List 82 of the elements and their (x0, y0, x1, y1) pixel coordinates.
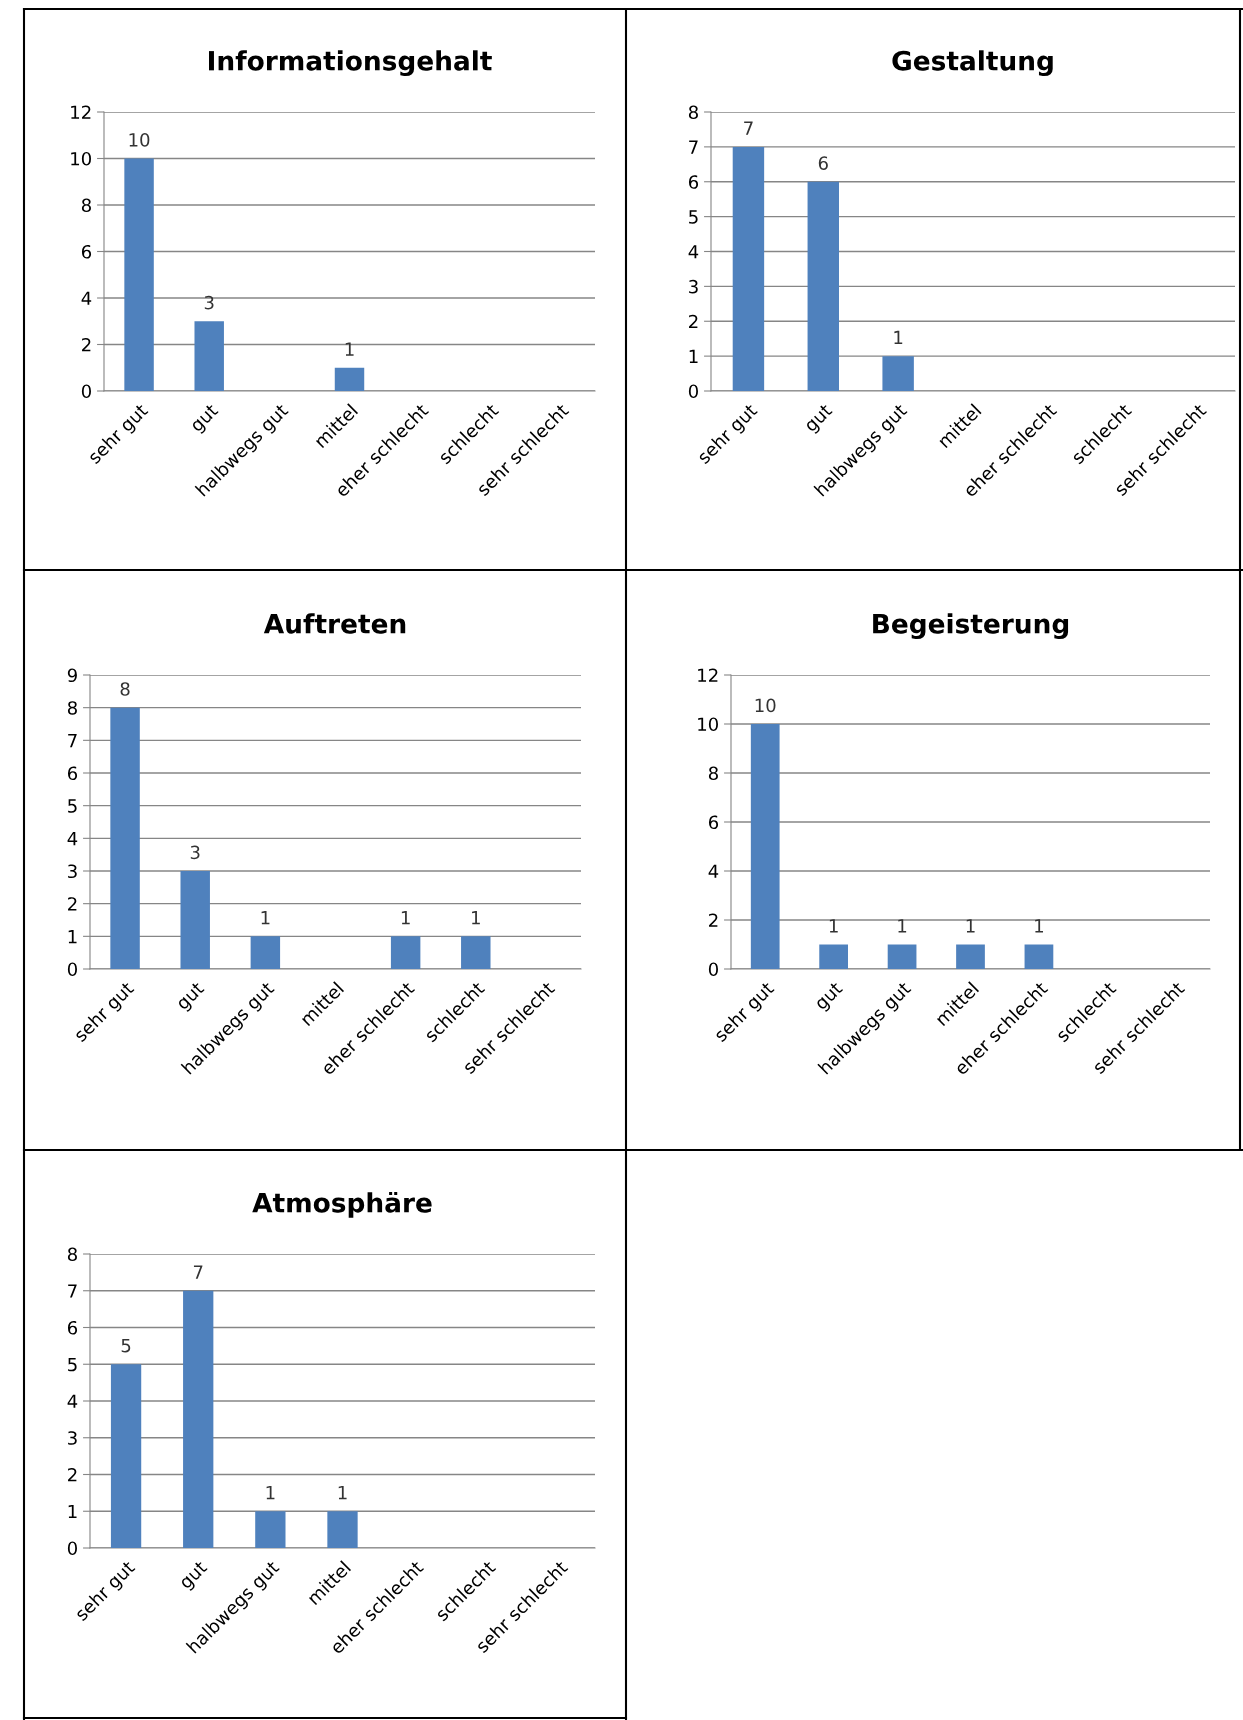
y-tick-label: 3 (68, 1431, 77, 1445)
chart-title: Auftreten (263, 613, 406, 634)
data-label: 8 (120, 682, 130, 696)
bar (110, 1364, 142, 1548)
y-tick-label: 10 (71, 151, 91, 166)
data-label: 7 (744, 121, 753, 135)
y-tick-label: 12 (698, 668, 718, 682)
y-tick-label: 5 (689, 210, 698, 224)
bar (255, 1511, 286, 1548)
y-tick-label: 8 (688, 105, 698, 120)
y-tick-label: 6 (67, 1320, 78, 1335)
data-label: 1 (266, 1486, 275, 1500)
bar (807, 181, 840, 391)
data-label: 7 (193, 1265, 203, 1279)
y-tick-label: 7 (689, 140, 698, 154)
y-tick-label: 1 (68, 1504, 77, 1519)
data-label: 6 (818, 156, 828, 170)
chart-title: Begeisterung (873, 613, 1069, 640)
data-label: 10 (129, 133, 150, 147)
y-tick-label: 0 (708, 962, 718, 977)
data-label: 1 (472, 911, 480, 925)
bar (327, 1511, 358, 1548)
chart-title: Atmosphäre (252, 1191, 432, 1218)
data-label: 1 (261, 911, 270, 925)
bar (124, 158, 154, 391)
data-label: 1 (966, 919, 975, 933)
bar (180, 871, 210, 969)
data-label: 3 (204, 295, 214, 310)
y-tick-label: 0 (81, 384, 91, 399)
data-label: 1 (894, 330, 903, 345)
bar (194, 321, 224, 391)
bar (732, 146, 765, 391)
y-tick-label: 8 (67, 701, 77, 715)
bar (390, 936, 421, 969)
y-tick-label: 4 (67, 832, 78, 846)
y-tick-label: 5 (68, 799, 77, 813)
y-tick-label: 4 (688, 245, 699, 259)
data-label: 3 (190, 845, 200, 860)
y-tick-label: 9 (67, 668, 77, 683)
y-tick-label: 8 (67, 1247, 77, 1262)
y-tick-label: 0 (688, 384, 698, 399)
y-tick-label: 10 (698, 717, 718, 732)
y-tick-label: 4 (81, 291, 92, 305)
bar (461, 936, 491, 969)
y-tick-label: 0 (67, 962, 77, 977)
data-label: 1 (345, 342, 354, 356)
y-tick-label: 6 (81, 244, 92, 259)
data-label: 1 (401, 911, 410, 925)
y-tick-label: 7 (68, 1284, 77, 1298)
y-tick-label: 3 (689, 279, 698, 294)
y-tick-label: 2 (68, 1467, 77, 1482)
y-tick-label: 4 (67, 1394, 78, 1408)
y-tick-label: 1 (68, 930, 77, 944)
y-tick-label: 2 (82, 337, 91, 352)
data-label: 5 (121, 1339, 131, 1353)
data-label: 1 (898, 919, 907, 933)
data-label: 1 (338, 1486, 347, 1500)
chart-title: Gestaltung (892, 50, 1053, 77)
data-label: 10 (755, 698, 776, 713)
y-tick-label: 6 (67, 766, 78, 781)
bar (183, 1290, 214, 1548)
data-label: 1 (1035, 919, 1044, 933)
data-label: 1 (829, 919, 838, 933)
bar (110, 707, 140, 969)
y-tick-label: 4 (708, 864, 719, 878)
y-tick-label: 8 (81, 198, 91, 213)
y-tick-label: 8 (708, 766, 718, 781)
chart-title: Informationsgehalt (209, 50, 492, 77)
y-tick-label: 5 (68, 1357, 77, 1372)
y-tick-label: 6 (708, 815, 719, 830)
y-tick-label: 3 (68, 864, 77, 879)
bar (334, 367, 365, 391)
y-tick-label: 12 (71, 105, 91, 119)
bar (882, 356, 914, 391)
bar (250, 936, 281, 969)
y-tick-label: 0 (67, 1541, 77, 1556)
y-tick-label: 2 (689, 314, 698, 329)
y-tick-label: 6 (688, 175, 699, 189)
y-tick-label: 2 (709, 913, 718, 927)
y-tick-label: 1 (689, 349, 698, 363)
y-tick-label: 7 (68, 734, 77, 748)
y-tick-label: 2 (68, 897, 77, 911)
